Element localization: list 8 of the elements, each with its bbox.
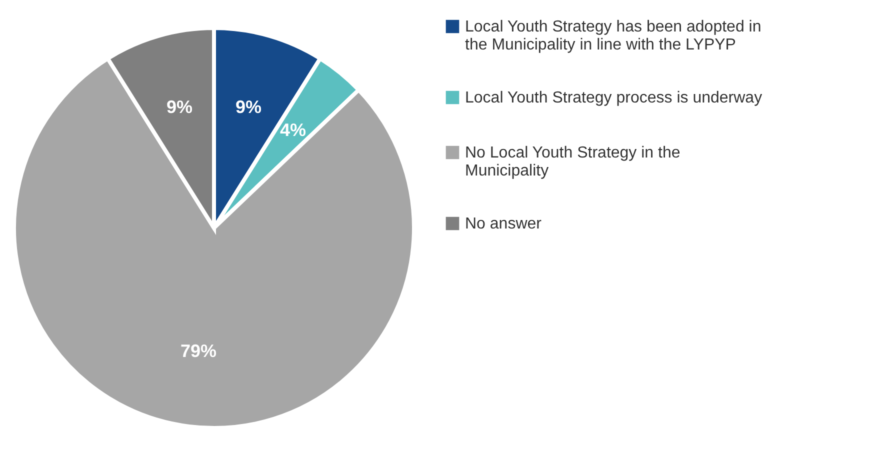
legend-label: No answer (465, 216, 542, 232)
legend-label: Local Youth Strategy process is underway (465, 90, 762, 106)
legend-label: Local Youth Strategy has been adopted in the Municipality in line with the LYPYP (465, 18, 762, 54)
data-label: 9% (236, 96, 262, 117)
legend-label: No Local Youth Strategy in the Municipality (465, 144, 680, 180)
data-label: 4% (280, 120, 306, 140)
data-label: 9% (166, 96, 192, 117)
data-label: 79% (180, 341, 217, 362)
